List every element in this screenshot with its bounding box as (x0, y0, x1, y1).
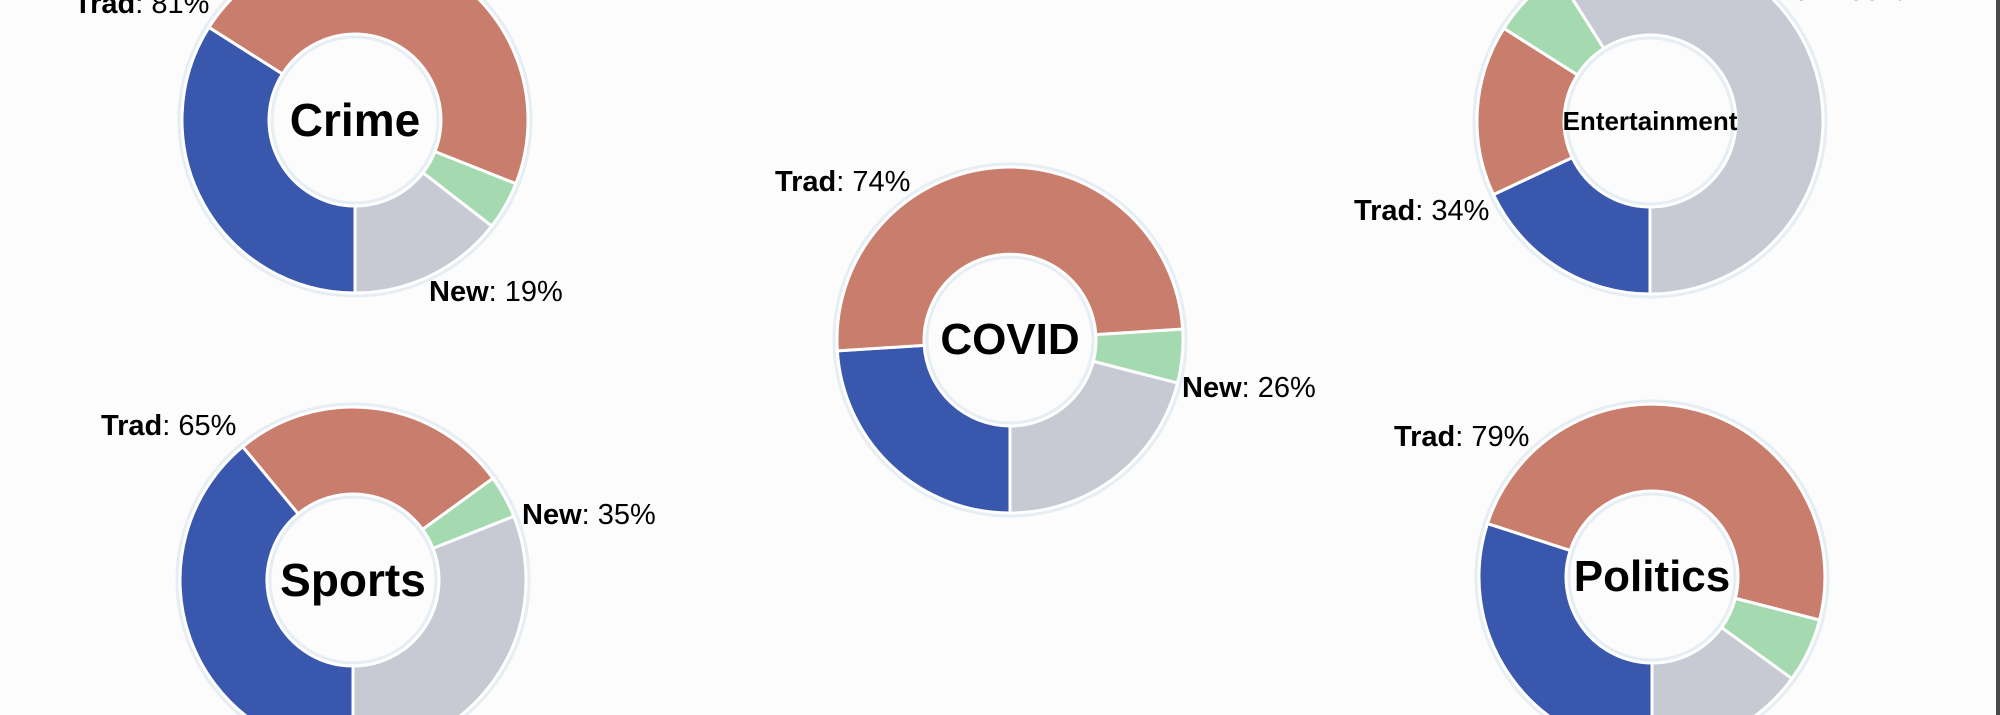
trad-label-crime-name: Trad (74, 0, 136, 20)
donut-svg-sports (175, 402, 531, 715)
new-label-entertainment-name: New (1772, 0, 1832, 7)
new-label-sports-value: : 35% (581, 499, 656, 531)
trad-label-sports: Trad: 65% (101, 412, 236, 441)
new-label-crime: New: 19% (429, 278, 563, 307)
trad-label-crime-value: : 81% (135, 0, 210, 20)
trad-label-sports-name: Trad (101, 410, 163, 442)
entertainment-segment-new-green (1502, 0, 1606, 77)
trad-label-covid-value: : 74% (836, 166, 911, 198)
donut-svg-politics (1474, 399, 1830, 715)
donut-svg-entertainment (1472, 0, 1828, 299)
donut-chart-entertainment: Entertainment (1470, 0, 1830, 301)
politics-inner-halo (1565, 490, 1739, 664)
donut-chart-crime: Crime (175, 0, 535, 300)
covid-segment-trad-salmon (835, 165, 1185, 353)
trad-label-sports-value: : 65% (162, 410, 237, 442)
trad-label-politics-value: : 79% (1455, 421, 1530, 453)
new-label-entertainment-value: : 66% (1832, 0, 1906, 7)
new-label-sports: New: 35% (522, 501, 656, 530)
covid-outer-halo (832, 162, 1188, 518)
sports-segment-new-gray (351, 514, 528, 715)
new-label-crime-value: : 19% (488, 276, 563, 308)
trad-label-covid: Trad: 74% (775, 168, 910, 197)
new-label-entertainment: New: 66% (1772, 0, 1906, 6)
new-label-sports-name: New (522, 499, 582, 531)
donut-svg-covid (832, 162, 1188, 518)
trad-label-covid-name: Trad (775, 166, 837, 198)
entertainment-inner-halo (1563, 34, 1737, 208)
entertainment-outer-halo (1472, 0, 1828, 299)
crime-segment-trad-blue (180, 25, 357, 295)
crime-inner-halo (268, 33, 442, 207)
trad-label-politics: Trad: 79% (1394, 423, 1529, 452)
sports-segment-trad-salmon (241, 405, 495, 531)
trad-label-entertainment: Trad: 34% (1354, 197, 1489, 226)
crime-segment-new-gray (353, 171, 494, 295)
entertainment-segment-trad-blue (1491, 156, 1652, 296)
donut-chart-sports: Sports (173, 400, 533, 715)
covid-segment-trad-blue (835, 343, 1012, 515)
trad-label-crime: Trad: 81% (74, 0, 209, 19)
trad-label-politics-name: Trad (1394, 421, 1456, 453)
politics-outer-halo (1474, 399, 1830, 715)
sports-segment-trad-blue (178, 445, 355, 715)
entertainment-segment-new-gray (1571, 0, 1825, 296)
politics-segment-trad-salmon (1485, 402, 1827, 622)
trad-label-entertainment-name: Trad (1354, 195, 1416, 227)
window-right-edge (1996, 0, 2000, 715)
sports-inner-halo (266, 493, 440, 667)
politics-segment-new-gray (1650, 626, 1794, 715)
politics-segment-trad-blue (1477, 522, 1654, 715)
covid-inner-halo (923, 253, 1097, 427)
new-label-covid: New: 26% (1182, 374, 1316, 403)
donut-svg-crime (177, 0, 533, 298)
new-label-covid-value: : 26% (1241, 372, 1316, 404)
donut-chart-covid: COVID (830, 160, 1190, 520)
sports-outer-halo (175, 402, 531, 715)
crime-outer-halo (177, 0, 533, 298)
crime-segment-trad-salmon (207, 0, 530, 186)
trad-label-entertainment-value: : 34% (1415, 195, 1490, 227)
new-label-crime-name: New (429, 276, 489, 308)
new-label-covid-name: New (1182, 372, 1242, 404)
covid-segment-new-gray (1008, 359, 1180, 515)
